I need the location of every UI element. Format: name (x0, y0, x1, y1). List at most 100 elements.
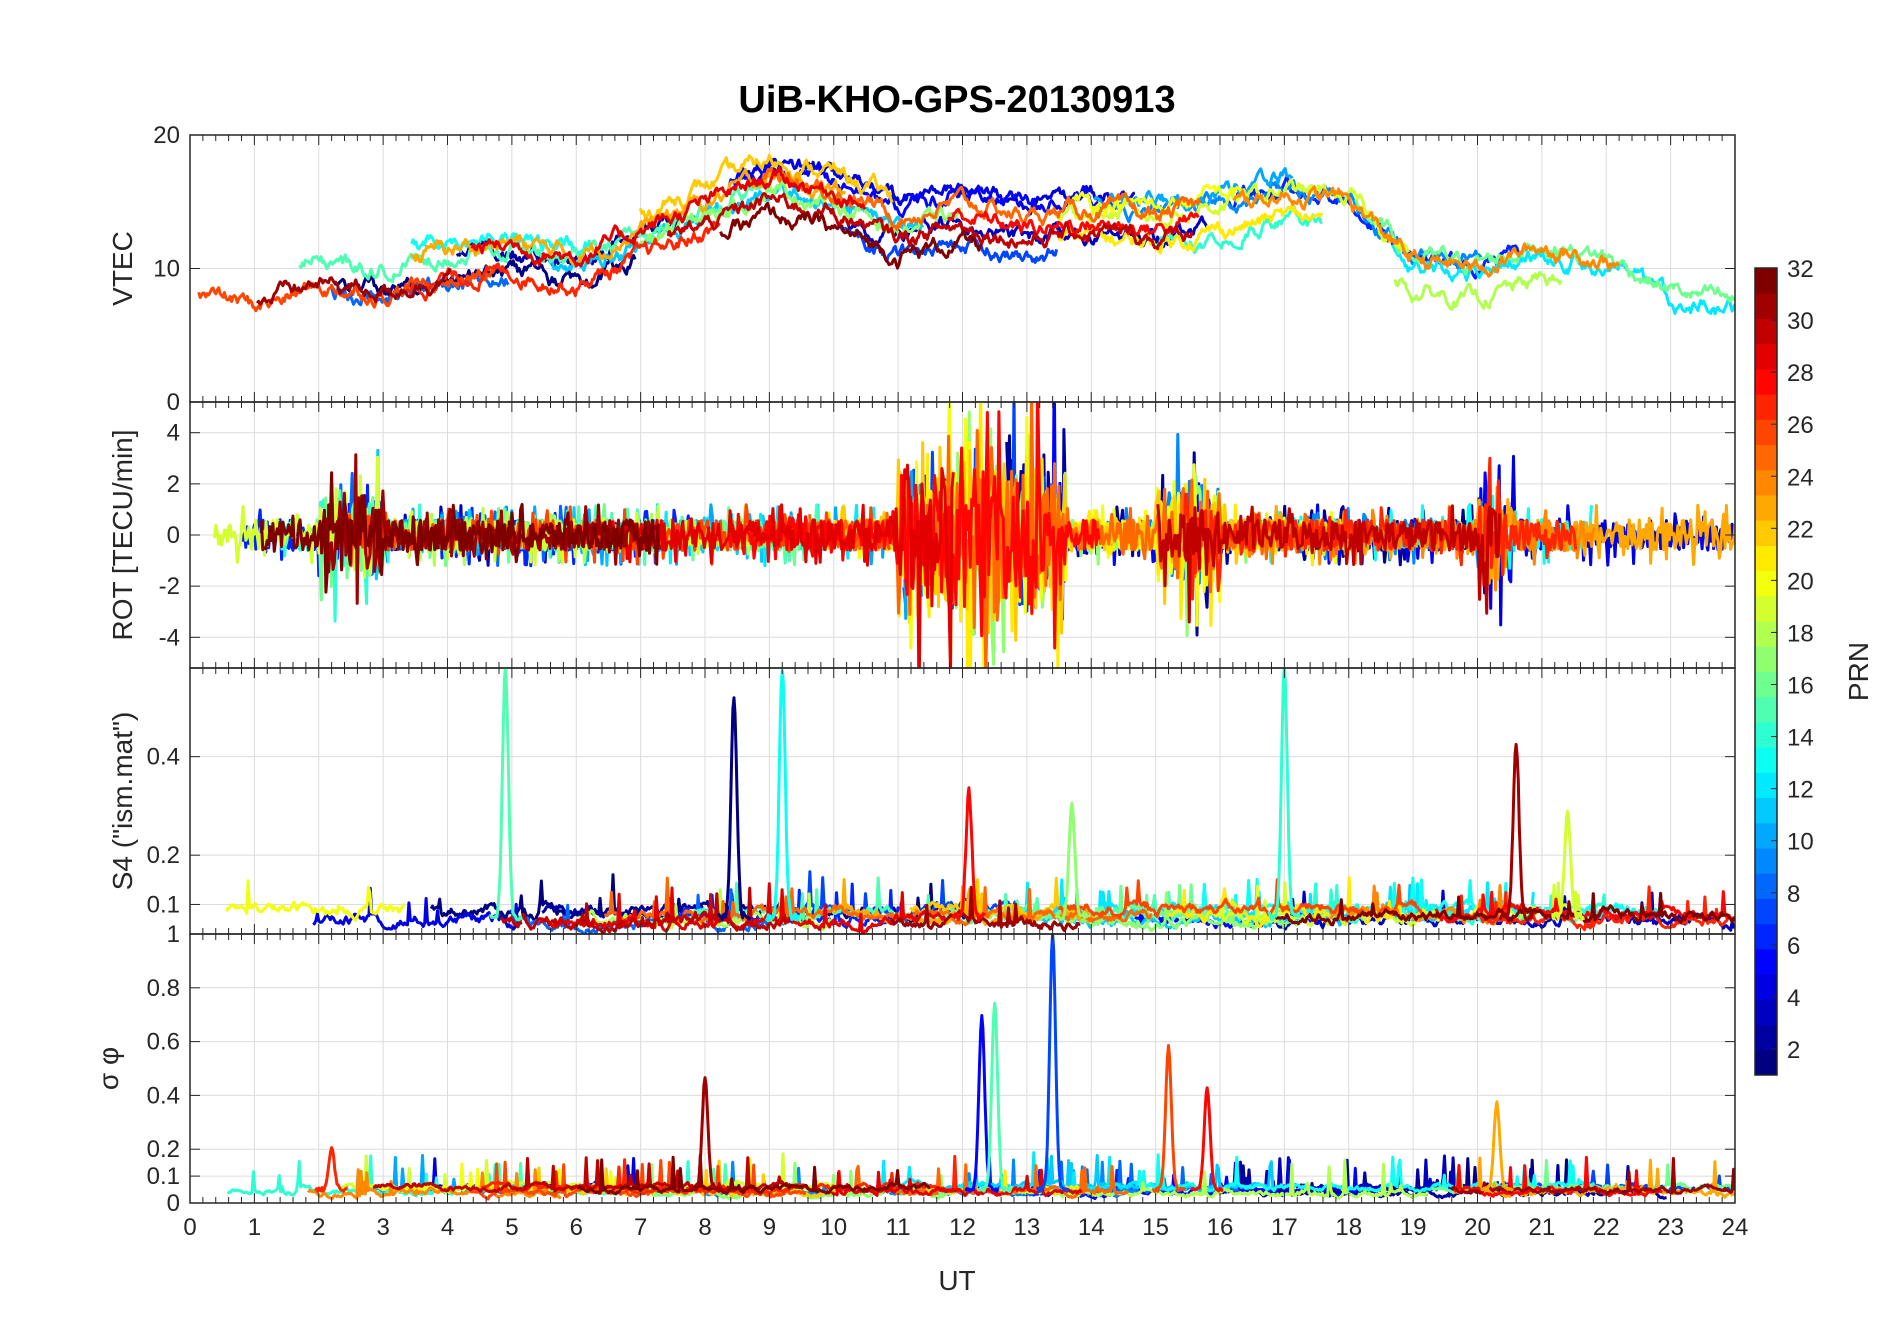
panel-s4: 0.1 0.2 0.4 S4 ("ism.mat") (107, 667, 1736, 935)
spike-sigma_phi-2 (977, 1001, 1013, 1193)
colorbar-tick-label: 6 (1787, 933, 1800, 960)
x-tick-label: 21 (1529, 1214, 1556, 1241)
y-tick-label: 0.4 (147, 744, 180, 771)
colorbar-tick-label: 24 (1787, 464, 1814, 491)
spike-s4-0 (488, 668, 523, 922)
series-prn-30 (666, 192, 1194, 251)
x-tick-label: 9 (763, 1214, 776, 1241)
x-tick-label: 17 (1271, 1214, 1298, 1241)
x-tick-label: 24 (1722, 1214, 1749, 1241)
x-tick-label: 5 (505, 1214, 518, 1241)
series-prn-26 (469, 1159, 807, 1201)
colorbar-segment (1755, 873, 1777, 899)
colorbar-tick-label: 16 (1787, 673, 1814, 700)
x-tick-label: 14 (1078, 1214, 1105, 1241)
panel-rot: -4 -2 0 2 4 ROT [TECU/min] (107, 401, 1736, 669)
series-prn-19 (1055, 178, 1411, 253)
colorbar-tick-label: 4 (1787, 985, 1800, 1012)
spike-s4-7 (1551, 809, 1586, 921)
colorbar-frame (1754, 267, 1778, 1076)
y-tick-label: 0 (167, 1190, 180, 1217)
colorbar-tick-label: 22 (1787, 516, 1814, 543)
x-tick-label: 6 (570, 1214, 583, 1241)
series-prn-20 (225, 879, 406, 922)
y-tick-label: 4 (167, 420, 180, 447)
spike-sigma_phi-0 (687, 1076, 723, 1193)
colorbar-segment (1755, 444, 1777, 471)
x-tick-label: 1 (248, 1214, 261, 1241)
y-tick-label: 0.1 (147, 1163, 180, 1190)
series-prn-30 (372, 1156, 805, 1194)
x-tick-label: 20 (1464, 1214, 1491, 1241)
x-tick-label: 11 (886, 1214, 911, 1241)
series-prn-16 (1354, 198, 1735, 303)
colorbar-segment (1755, 520, 1777, 546)
colorbar-tick-label: 12 (1787, 777, 1814, 804)
colorbar-segment (1755, 368, 1777, 395)
x-tick-label: 15 (1142, 1214, 1169, 1241)
series-prn-27 (406, 220, 721, 302)
y-axis-label-rot: ROT [TECU/min] (107, 429, 138, 640)
x-tick-label: 22 (1593, 1214, 1620, 1241)
x-tick-label: 4 (441, 1214, 454, 1241)
y-tick-label: 20 (153, 122, 180, 149)
colorbar-segment (1755, 747, 1777, 773)
spike-sigma_phi-7 (314, 1146, 349, 1193)
panel-sigma_phi: 00.10.2 0.4 0.6 0.8 1 σ φ (93, 921, 1736, 1217)
x-tick-label: 13 (1014, 1214, 1041, 1241)
series-prn-18 (1393, 270, 1563, 311)
spike-sigma_phi-4 (1151, 1044, 1186, 1193)
spike-sigma_phi-6 (1480, 1100, 1514, 1192)
colorbar-segment (1755, 797, 1777, 824)
colorbar-label: PRN (1843, 642, 1874, 701)
x-tick-label: 19 (1400, 1214, 1427, 1241)
series-prn-17 (639, 180, 962, 245)
x-axis-label: UT (938, 1265, 975, 1296)
series-prn-7 (839, 226, 1059, 264)
colorbar-tick-label: 32 (1787, 256, 1814, 283)
x-tick-label: 0 (183, 1214, 196, 1241)
series-prn-31 (1450, 1157, 1735, 1196)
y-axis-label-vtec: VTEC (107, 231, 138, 306)
series-prn-32 (576, 1153, 931, 1196)
colorbar-tick-label: 30 (1787, 308, 1814, 335)
colorbar-tick-label: 2 (1787, 1037, 1800, 1064)
x-tick-label: 23 (1657, 1214, 1684, 1241)
x-tick-label: 16 (1207, 1214, 1234, 1241)
y-tick-label: 0.6 (147, 1029, 180, 1056)
colorbar-segment (1755, 545, 1777, 572)
series-prn-31 (889, 885, 1081, 933)
colorbar-segment (1755, 671, 1777, 698)
y-tick-label: 0 (167, 522, 180, 549)
colorbar-segment (1755, 469, 1777, 496)
colorbar-tick-label: 20 (1787, 568, 1814, 595)
y-tick-label: 0.2 (147, 842, 180, 869)
spike-s4-5 (1498, 742, 1534, 922)
colorbar-segment (1755, 848, 1777, 874)
series-prn-27 (1448, 885, 1735, 932)
colorbar-segment (1755, 696, 1777, 723)
colorbar-segment (1755, 822, 1777, 849)
spike-s4-1 (716, 696, 752, 922)
y-tick-label: 2 (167, 471, 180, 498)
series-prn-27 (1182, 456, 1578, 601)
series-prn-21 (1057, 205, 1324, 255)
series-prn-32 (259, 471, 661, 594)
series-prn-29 (605, 463, 955, 668)
series-prn-24 (1232, 185, 1621, 278)
colorbar-segment (1755, 898, 1777, 925)
y-tick-label: 0.2 (147, 1136, 180, 1163)
spike-sigma_phi-5 (1189, 1086, 1224, 1193)
x-tick-label: 2 (312, 1214, 325, 1241)
x-tick-label: 12 (949, 1214, 976, 1241)
colorbar-segment (1755, 268, 1777, 294)
series-prn-31 (324, 453, 662, 605)
y-tick-label: 1 (167, 921, 180, 948)
colorbar-segment (1755, 621, 1777, 647)
spike-sigma_phi-3 (1035, 934, 1070, 1193)
series-prn-2 (541, 899, 715, 919)
series-prn-29 (470, 166, 867, 268)
series-prn-20 (1069, 183, 1245, 217)
colorbar-segment (1755, 394, 1777, 420)
